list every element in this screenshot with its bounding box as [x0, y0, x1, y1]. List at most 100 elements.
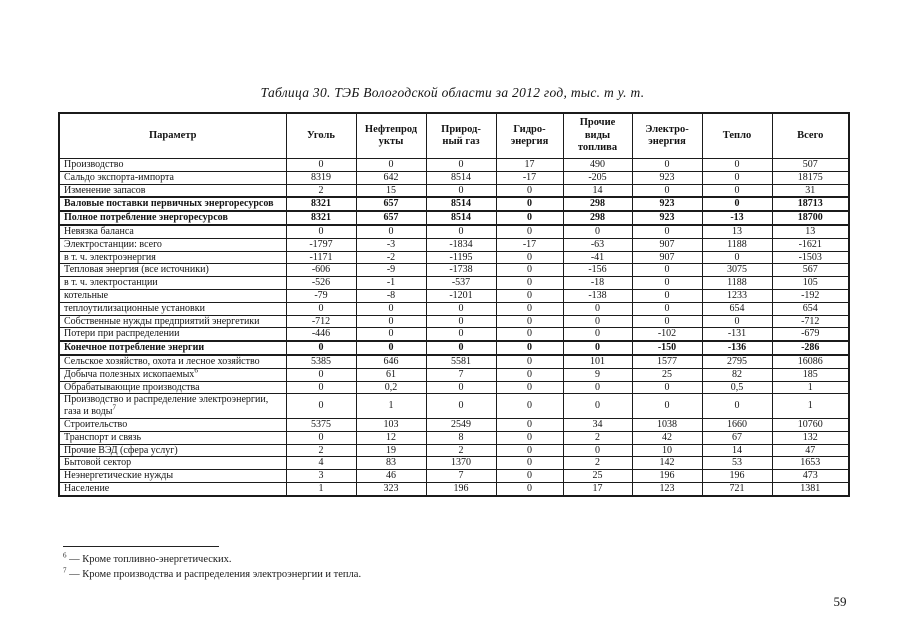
cell-value: 0 [631, 183, 703, 198]
table-row: Транспорт и связь 0 12 8 0 2 42 67 132 [58, 430, 850, 445]
cell-value: -1201 [425, 288, 497, 303]
cell-value: 0 [562, 340, 633, 356]
row-label-text: Невязка баланса [64, 225, 134, 237]
row-label: Добыча полезных ископаемых6 [58, 367, 287, 382]
cell-value: 0 [495, 301, 564, 316]
cell-value: 0 [562, 393, 633, 419]
cell-value: 13 [771, 224, 850, 239]
row-label-text: Обрабатывающие производства [64, 381, 200, 393]
cell-value: 18175 [771, 170, 850, 185]
column-header: Уголь [285, 112, 357, 159]
cell-value: 0 [495, 354, 564, 369]
row-label-text: Население [64, 482, 110, 494]
cell-value: 13 [701, 224, 773, 239]
cell-value: 0 [495, 430, 564, 445]
cell-value: 0 [495, 276, 564, 290]
cell-value: 25 [631, 367, 703, 382]
table-row: Добыча полезных ископаемых6 0 61 7 0 9 25 82 185 [58, 367, 850, 382]
cell-value: 0 [701, 183, 773, 198]
table-row: Конечное потребление энергии 0 0 0 0 0 -150 -13… [58, 340, 850, 356]
cell-value: -3 [355, 237, 427, 252]
footnote-marker: 6 [63, 551, 67, 560]
cell-value: 42 [631, 430, 703, 445]
row-label: Неэнергетические нужды [58, 469, 287, 483]
table-row: Полное потребление энергоресурсов 8321 657… [58, 210, 850, 226]
row-label-text: в т. ч. электроэнергия [64, 251, 156, 263]
row-label: Прочие ВЭД (сфера услуг) [58, 443, 287, 458]
row-label: Транспорт и связь [58, 430, 287, 445]
footnote-marker: 7 [63, 566, 67, 575]
row-label: Электростанции: всего [58, 237, 287, 252]
cell-value: 1188 [701, 237, 773, 252]
cell-value: -8 [355, 288, 427, 303]
row-label-text: Тепловая энергия (все источники) [64, 264, 209, 276]
cell-value: -446 [285, 327, 357, 342]
cell-value: 0 [495, 393, 564, 419]
cell-value: 0 [562, 224, 633, 239]
row-label-text: Неэнергетические нужды [64, 470, 174, 482]
cell-value: 298 [562, 196, 633, 213]
cell-value: 0 [355, 224, 427, 239]
cell-value: 0 [562, 443, 633, 458]
cell-value: 0 [495, 340, 564, 356]
footnote-text: — Кроме производства и распределения эле… [69, 569, 362, 581]
cell-value: 0 [355, 327, 427, 342]
cell-value: 7 [425, 469, 497, 483]
cell-value: 0 [631, 224, 703, 239]
table-row: Невязка баланса 0 0 0 0 0 0 13 13 [58, 224, 850, 239]
cell-value: -679 [771, 327, 850, 342]
cell-value: 0 [425, 158, 497, 172]
cell-value: 17 [562, 481, 633, 497]
cell-value: 3075 [701, 263, 773, 278]
cell-value: 53 [701, 456, 773, 471]
cell-value: 105 [771, 276, 850, 290]
column-header: Параметр [58, 112, 287, 159]
cell-value: 18713 [771, 196, 850, 213]
cell-value: 654 [701, 301, 773, 316]
row-label: в т. ч. электроэнергия [58, 250, 287, 265]
footnotes-block: 6 — Кроме топливно-энергетических. 7 — К… [63, 546, 583, 583]
cell-value: 0 [631, 301, 703, 316]
row-label-text: котельные [64, 289, 109, 301]
cell-value: 0 [285, 158, 357, 172]
cell-value: -526 [285, 276, 357, 290]
row-label-text: Электростанции: всего [64, 238, 162, 250]
cell-value: 0 [701, 158, 773, 172]
cell-value: 657 [355, 196, 427, 213]
cell-value: 10 [631, 443, 703, 458]
cell-value: 0,5 [701, 380, 773, 395]
cell-value: 0 [285, 367, 357, 382]
cell-value: 657 [355, 210, 427, 226]
cell-value: 907 [631, 237, 703, 252]
table-row: Строительство 5375 103 2549 0 34 1038 1660 10760 [58, 417, 850, 432]
column-header: Нефтепрод укты [355, 112, 427, 159]
cell-value: 0 [701, 314, 773, 329]
cell-value: 0 [562, 327, 633, 342]
cell-value: 0 [425, 327, 497, 342]
cell-value: 0 [495, 224, 564, 239]
footnote: 7 — Кроме производства и распределения э… [63, 566, 583, 581]
cell-value: 0 [631, 263, 703, 278]
cell-value: -63 [562, 237, 633, 252]
cell-value: 0 [495, 250, 564, 265]
cell-value: 1038 [631, 417, 703, 432]
table-body: Производство 0 0 0 17 490 0 0 507 Сальдо экспорта… [58, 158, 850, 497]
cell-value: 0 [562, 301, 633, 316]
cell-value: -150 [631, 340, 703, 356]
cell-value: 9 [562, 367, 633, 382]
row-label: Производство и распределение электроэнер… [58, 393, 287, 419]
cell-value: 8 [425, 430, 497, 445]
column-header: Природ- ный газ [425, 112, 497, 159]
cell-value: 82 [701, 367, 773, 382]
cell-value: 8321 [285, 196, 357, 213]
row-label: Строительство [58, 417, 287, 432]
table-row: Сельское хозяйство, охота и лесное хозяй… [58, 354, 850, 369]
row-label: Сальдо экспорта-импорта [58, 170, 287, 185]
cell-value: 1233 [701, 288, 773, 303]
cell-value: -205 [562, 170, 633, 185]
cell-value: 0 [631, 314, 703, 329]
cell-value: 0 [495, 469, 564, 483]
row-label: Бытовой сектор [58, 456, 287, 471]
cell-value: 923 [631, 196, 703, 213]
table-row: Прочие ВЭД (сфера услуг) 2 19 2 0 0 10 14 47 [58, 443, 850, 458]
